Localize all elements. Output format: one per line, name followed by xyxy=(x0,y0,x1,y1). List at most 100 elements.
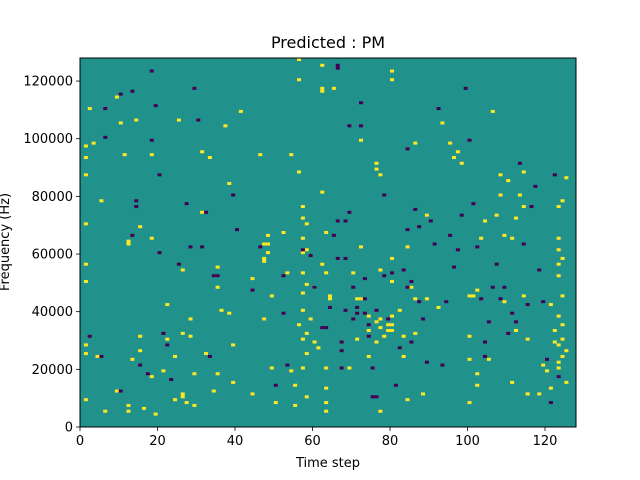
heatmap-cell-high xyxy=(188,334,193,338)
heatmap-cell-high xyxy=(552,328,557,333)
heatmap-cell-low xyxy=(502,285,507,289)
heatmap-cell-high xyxy=(304,331,309,335)
heatmap-cell-low xyxy=(328,305,333,309)
heatmap-cell-high xyxy=(479,236,484,240)
heatmap-cell-high xyxy=(83,279,88,284)
heatmap-cell-high xyxy=(459,161,464,165)
heatmap-cell-low xyxy=(235,228,240,232)
heatmap-cell-high xyxy=(564,380,569,384)
heatmap-cell-high xyxy=(266,251,271,255)
heatmap-cell-high xyxy=(297,170,302,174)
heatmap-cell-low xyxy=(347,124,352,128)
heatmap-cell-high xyxy=(211,389,216,393)
heatmap-cell-low xyxy=(324,326,329,330)
chart-title: Predicted : PM xyxy=(271,33,385,52)
heatmap-cell-high xyxy=(386,328,391,333)
heatmap-cell-low xyxy=(362,311,367,315)
heatmap-cell-high xyxy=(269,294,274,298)
heatmap-cell-high xyxy=(215,372,220,376)
heatmap-cell-high xyxy=(250,277,255,281)
heatmap-cell-low xyxy=(351,317,356,321)
heatmap-cell-low xyxy=(483,354,488,358)
heatmap-cell-high xyxy=(269,366,274,370)
heatmap-cell-low xyxy=(169,377,174,382)
heatmap-cell-low xyxy=(374,308,379,312)
heatmap-cell-high xyxy=(548,303,553,307)
heatmap-cell-high xyxy=(262,242,267,246)
heatmap-cell-high xyxy=(83,352,88,356)
heatmap-cell-high xyxy=(161,369,166,373)
heatmap-cell-high xyxy=(475,288,480,292)
heatmap-cell-high xyxy=(378,317,383,321)
y-tick-label: 20000 xyxy=(32,363,73,378)
heatmap-cell-high xyxy=(374,320,379,324)
heatmap-cell-low xyxy=(386,317,391,321)
heatmap-cell-high xyxy=(471,294,476,298)
heatmap-cell-high xyxy=(397,308,402,312)
heatmap-cell-low xyxy=(417,225,422,229)
heatmap-cell-high xyxy=(83,144,88,148)
heatmap-cell-high xyxy=(560,323,565,327)
heatmap-cell-high xyxy=(114,389,119,393)
heatmap-cell-high xyxy=(498,193,503,197)
heatmap-cell-high xyxy=(448,141,453,145)
heatmap-cell-high xyxy=(506,179,511,183)
heatmap-cell-high xyxy=(231,343,236,347)
heatmap-cell-high xyxy=(556,205,561,209)
heatmap-cell-high xyxy=(219,308,224,312)
heatmap-cell-low xyxy=(339,366,344,370)
heatmap-cell-low xyxy=(145,372,150,376)
heatmap-cell-high xyxy=(401,354,406,358)
heatmap-cell-high xyxy=(324,271,329,275)
heatmap-cell-high xyxy=(374,167,379,171)
heatmap-cell-high xyxy=(556,236,561,240)
heatmap-cell-low xyxy=(382,274,387,278)
heatmap-cell-high xyxy=(289,369,294,373)
heatmap-cell-low xyxy=(192,86,197,90)
heatmap-cell-low xyxy=(556,375,561,379)
heatmap-cell-low xyxy=(149,138,154,142)
heatmap-cell-low xyxy=(231,193,236,197)
heatmap-cell-low xyxy=(308,254,313,258)
heatmap-cell-high xyxy=(355,337,360,341)
heatmap-cell-low xyxy=(382,193,387,197)
heatmap-cell-high xyxy=(436,305,441,309)
heatmap-cell-low xyxy=(494,262,499,266)
heatmap-cell-high xyxy=(405,398,410,402)
heatmap-cell-low xyxy=(483,340,488,344)
heatmap-cell-high xyxy=(176,118,181,122)
heatmap-cell-high xyxy=(258,153,263,157)
heatmap-cell-high xyxy=(297,58,302,62)
heatmap-cell-low xyxy=(366,323,371,327)
x-tick-label: 100 xyxy=(455,434,480,449)
heatmap-cell-low xyxy=(184,202,189,206)
heatmap-cell-low xyxy=(335,219,340,223)
x-tick-label: 40 xyxy=(227,434,244,449)
heatmap-cell-low xyxy=(362,277,367,281)
heatmap-cell-high xyxy=(510,380,515,384)
heatmap-cell-high xyxy=(180,331,185,335)
heatmap-cell-low xyxy=(343,219,348,223)
heatmap-cell-high xyxy=(413,331,418,335)
heatmap-cell-high xyxy=(374,340,379,344)
heatmap-cell-high xyxy=(556,314,561,318)
heatmap-cell-low xyxy=(359,124,364,128)
heatmap-cell-high xyxy=(390,314,395,318)
heatmap-cell-low xyxy=(467,138,472,142)
heatmap-cell-high xyxy=(285,271,290,275)
heatmap-cell-high xyxy=(91,141,96,145)
heatmap-cell-low xyxy=(444,300,449,304)
heatmap-cell-high xyxy=(83,262,88,266)
heatmap-cell-high xyxy=(188,317,193,321)
heatmap-cell-low xyxy=(405,228,410,232)
heatmap-cell-high xyxy=(122,153,127,157)
heatmap-cell-high xyxy=(525,392,530,396)
heatmap-cell-low xyxy=(200,245,205,249)
heatmap-cell-high xyxy=(134,118,139,122)
heatmap-cell-low xyxy=(359,101,364,105)
heatmap-cell-high xyxy=(83,222,88,226)
heatmap-cell-low xyxy=(118,92,123,96)
heatmap-cell-high xyxy=(525,337,530,341)
heatmap-cell-low xyxy=(421,317,426,321)
heatmap-cell-low xyxy=(417,300,422,304)
